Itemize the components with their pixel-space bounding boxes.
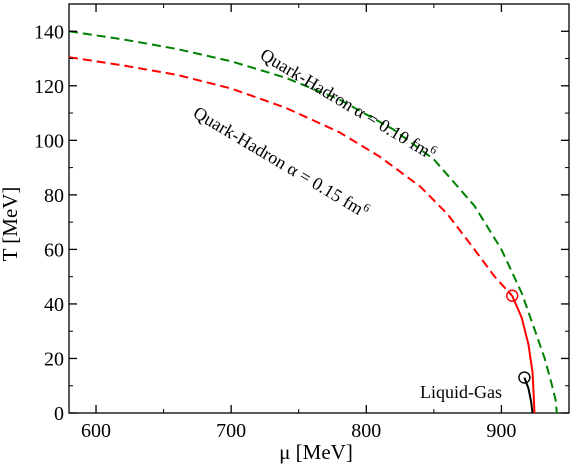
y-tick-label: 0	[54, 403, 64, 425]
x-tick-label: 900	[486, 420, 516, 442]
x-tick-label: 700	[216, 420, 246, 442]
y-tick-label: 40	[44, 294, 64, 316]
y-tick-label: 100	[34, 130, 64, 152]
plot-area	[68, 3, 570, 414]
series-line-2	[511, 295, 536, 414]
y-axis-label: T [MeV]	[0, 187, 22, 262]
y-tick-label: 140	[34, 21, 64, 43]
tick-layer: 600 700 800 900 0 20 40 60 80 100 120 140	[34, 4, 569, 442]
y-tick-label: 80	[44, 185, 64, 207]
x-axis-label: μ [MeV]	[279, 440, 353, 464]
critical-point-marker-0	[506, 289, 519, 302]
annotation-quark-hadron-015-text: Quark-Hadron α = 0.15 fm	[190, 102, 367, 219]
y-tick-label: 120	[34, 76, 64, 98]
series-line-0	[68, 30, 558, 414]
annotation-liquid-gas: Liquid-Gas	[420, 382, 502, 402]
annotation-quark-hadron-015: Quark-Hadron α = 0.15 fm6	[190, 101, 373, 222]
y-tick-label: 60	[44, 239, 64, 261]
x-tick-label: 800	[351, 420, 381, 442]
critical-point-layer	[506, 289, 531, 384]
critical-point-marker-1	[518, 371, 531, 384]
annotation-quark-hadron-010-text: Quark-Hadron α = 0.10 fm	[257, 44, 434, 161]
plot-frame	[68, 3, 570, 414]
x-tick-label: 600	[81, 420, 111, 442]
y-tick-label: 20	[44, 348, 64, 370]
annotation-quark-hadron-010: Quark-Hadron α = 0.10 fm6	[257, 43, 440, 164]
series-line-1	[68, 56, 513, 297]
